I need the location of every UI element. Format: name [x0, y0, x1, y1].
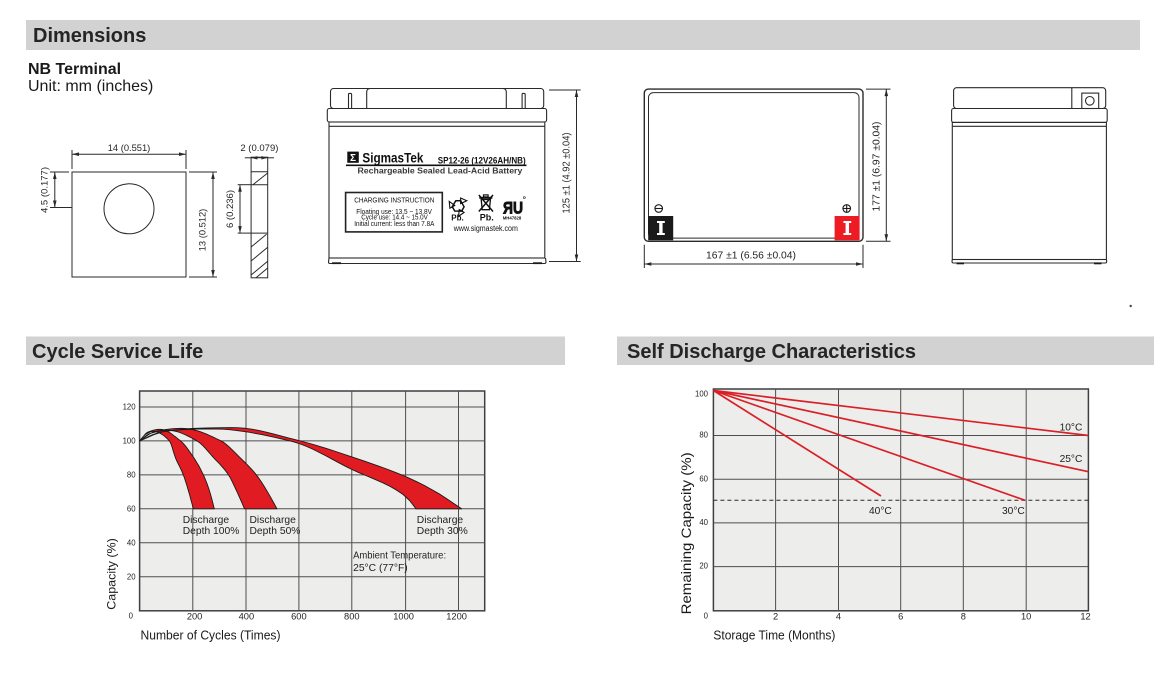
svg-text:120: 120: [123, 403, 137, 412]
svg-text:Storage Time (Months): Storage Time (Months): [713, 628, 835, 643]
svg-text:Pb.: Pb.: [451, 213, 463, 222]
svg-text:Ambient Temperature:: Ambient Temperature:: [353, 551, 446, 562]
svg-text:MH47828: MH47828: [503, 215, 522, 220]
svg-text:600: 600: [291, 612, 307, 622]
svg-text:60: 60: [127, 505, 136, 514]
svg-text:1200: 1200: [446, 612, 467, 622]
svg-text:Initial current: less than 7.8: Initial current: less than 7.8A: [354, 219, 434, 228]
svg-text:20: 20: [699, 562, 708, 571]
svg-text:167 ±1 (6.56 ±0.04): 167 ±1 (6.56 ±0.04): [706, 250, 796, 262]
svg-text:800: 800: [344, 612, 360, 622]
svg-text:2: 2: [773, 612, 778, 622]
svg-text:60: 60: [699, 474, 708, 483]
svg-text:NB Terminal: NB Terminal: [28, 61, 121, 78]
svg-text:Number of Cycles (Times): Number of Cycles (Times): [141, 628, 281, 643]
svg-text:Cycle use: 14.4 ~ 15.0V: Cycle use: 14.4 ~ 15.0V: [361, 213, 428, 222]
svg-text:80: 80: [699, 431, 708, 440]
svg-text:0: 0: [704, 612, 709, 621]
svg-text:100: 100: [123, 437, 137, 446]
svg-text:40: 40: [699, 518, 708, 527]
svg-text:6 (0.236): 6 (0.236): [225, 190, 236, 228]
svg-text:2 (0.079): 2 (0.079): [240, 143, 278, 154]
svg-text:80: 80: [127, 471, 136, 480]
svg-text:25°C (77°F): 25°C (77°F): [353, 563, 408, 574]
svg-text:125 ±1 (4.92 ±0.04): 125 ±1 (4.92 ±0.04): [561, 133, 573, 214]
svg-text:Remaining Capacity (%): Remaining Capacity (%): [679, 452, 694, 614]
svg-text:200: 200: [187, 612, 203, 622]
svg-text:1000: 1000: [393, 612, 414, 622]
svg-text:6: 6: [898, 612, 903, 622]
svg-text:Depth 100%: Depth 100%: [183, 526, 240, 537]
svg-text:14 (0.551): 14 (0.551): [108, 143, 151, 154]
svg-text:Cycle Service Life: Cycle Service Life: [32, 341, 203, 363]
svg-text:40: 40: [127, 539, 136, 548]
svg-text:Depth 30%: Depth 30%: [417, 526, 468, 537]
svg-text:12: 12: [1080, 612, 1090, 622]
svg-text:25°C: 25°C: [1060, 454, 1083, 465]
svg-text:20: 20: [127, 573, 136, 582]
svg-text:ЯU: ЯU: [503, 199, 523, 218]
svg-text:Capacity (%): Capacity (%): [104, 538, 118, 610]
svg-text:Rechargeable Sealed Lead-Acid: Rechargeable Sealed Lead-Acid Battery: [358, 166, 523, 175]
svg-text:10: 10: [1021, 612, 1031, 622]
svg-text:CHARGING INSTRUCTION: CHARGING INSTRUCTION: [354, 195, 434, 204]
svg-text:Floating use: 13.5 ~ 13.8V: Floating use: 13.5 ~ 13.8V: [356, 207, 432, 216]
svg-text:Dimensions: Dimensions: [33, 25, 146, 47]
svg-text:Pb.: Pb.: [480, 213, 494, 223]
svg-text:Unit: mm (inches): Unit: mm (inches): [28, 78, 153, 95]
svg-text:4.5 (0.177): 4.5 (0.177): [40, 167, 51, 213]
svg-text:SigmasTek: SigmasTek: [362, 150, 423, 166]
svg-text:Self Discharge Characteristics: Self Discharge Characteristics: [627, 341, 916, 363]
svg-text:Discharge: Discharge: [183, 515, 230, 526]
svg-text:13 (0.512): 13 (0.512): [198, 209, 209, 252]
svg-text:100: 100: [695, 389, 709, 398]
svg-text:Discharge: Discharge: [417, 515, 464, 526]
svg-text:Discharge: Discharge: [250, 515, 297, 526]
svg-text:0: 0: [129, 612, 134, 621]
svg-text:8: 8: [961, 612, 966, 622]
svg-text:Depth 50%: Depth 50%: [250, 526, 301, 537]
svg-text:4: 4: [836, 612, 841, 622]
svg-text:30°C: 30°C: [1002, 506, 1025, 517]
svg-text:SP12-26 (12V26AH/NB): SP12-26 (12V26AH/NB): [438, 155, 526, 165]
svg-text:40°C: 40°C: [869, 506, 892, 517]
svg-text:400: 400: [239, 612, 255, 622]
svg-text:www.sigmastek.com: www.sigmastek.com: [453, 224, 518, 233]
svg-text:10°C: 10°C: [1060, 422, 1083, 433]
svg-text:177 ±1 (6.97 ±0.04): 177 ±1 (6.97 ±0.04): [871, 122, 883, 212]
svg-text:Σ: Σ: [350, 153, 356, 164]
